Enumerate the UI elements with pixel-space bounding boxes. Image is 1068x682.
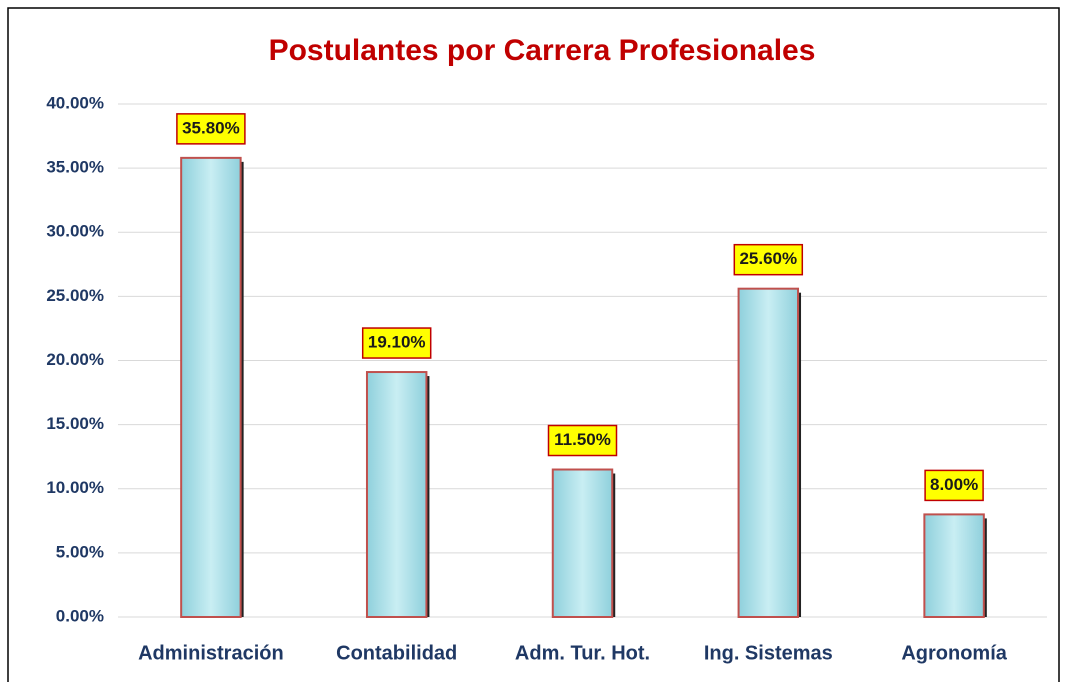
chart-border [7,7,1060,682]
y-tick-label: 40.00% [46,93,104,112]
y-tick-label: 10.00% [46,478,104,497]
value-label-box [176,113,246,145]
value-label-box [361,327,432,359]
x-tick-label: Adm. Tur. Hot. [515,642,650,664]
x-tick-label: Ing. Sistemas [704,642,833,664]
bar [737,287,800,618]
y-tick-label: 35.00% [46,158,104,177]
x-tick-label: Administración [138,642,284,664]
value-label-box [547,424,618,457]
value-label: 8.00% [930,475,978,494]
chart-title: Postulantes por Carrera Profesionales [269,34,816,67]
y-tick-label: 25.00% [46,286,104,305]
bar [180,156,242,619]
y-tick-label: 5.00% [56,542,104,561]
value-label: 19.10% [368,333,426,352]
value-label: 35.80% [182,118,240,137]
value-label: 11.50% [554,430,611,449]
x-tick-label: Agronomía [901,642,1007,664]
y-tick-label: 0.00% [56,606,104,625]
y-tick-label: 20.00% [46,350,104,369]
bar [365,371,428,619]
bar [923,513,985,619]
y-tick-label: 30.00% [46,222,104,241]
value-label: 25.60% [739,249,797,268]
value-label-box [733,243,804,276]
y-tick-label: 15.00% [46,414,104,433]
bar [551,468,614,619]
value-label-box [924,469,984,502]
x-tick-label: Contabilidad [336,642,457,664]
